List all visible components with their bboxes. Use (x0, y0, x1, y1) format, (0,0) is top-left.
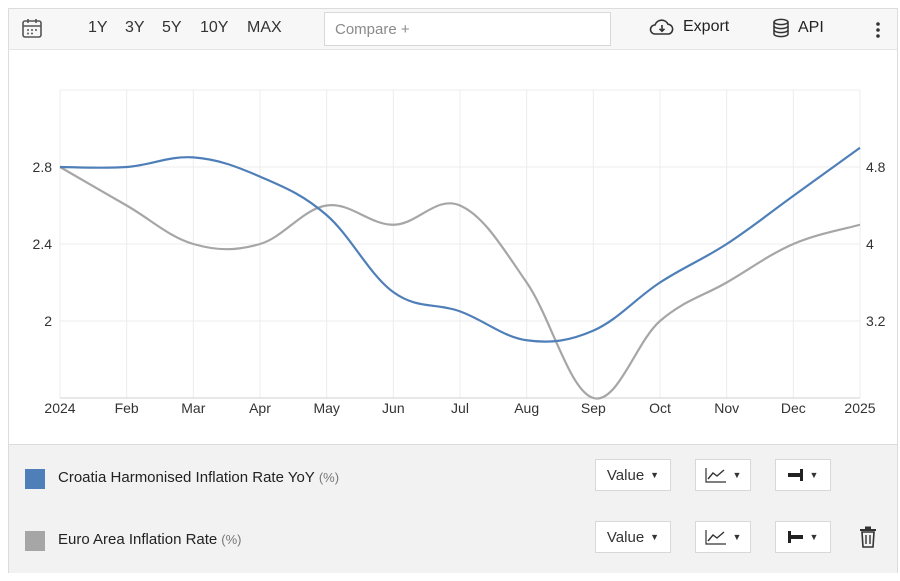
legend-panel: Croatia Harmonised Inflation Rate YoY (%)… (9, 444, 897, 573)
caret-down-icon: ▼ (650, 470, 660, 480)
x-tick-label: 2024 (44, 400, 75, 416)
axis-left-icon (787, 531, 803, 543)
legend-row-croatia: Croatia Harmonised Inflation Rate YoY (%)… (9, 458, 897, 498)
range-1y-button[interactable]: 1Y (88, 19, 108, 36)
caret-down-icon: ▼ (809, 470, 819, 480)
value-dropdown-label: Value (606, 466, 645, 484)
chart-type-dropdown[interactable]: ▼ (695, 459, 751, 491)
legend-row-euro-area: Euro Area Inflation Rate (%) Value ▼ ▼ ▼ (9, 520, 897, 560)
value-dropdown[interactable]: Value ▼ (595, 459, 671, 491)
axis-dropdown[interactable]: ▼ (775, 459, 831, 491)
axis-right-icon (787, 469, 803, 481)
database-icon (773, 18, 789, 38)
y-left-tick-label: 2 (44, 313, 52, 329)
compare-input[interactable] (324, 12, 611, 46)
trash-icon[interactable] (859, 526, 877, 548)
caret-down-icon: ▼ (650, 532, 660, 542)
series-unit: (%) (318, 470, 340, 485)
x-tick-label: 2025 (844, 400, 875, 416)
x-tick-label: Dec (781, 400, 806, 416)
y-right-tick-label: 4 (866, 236, 874, 252)
line-chart: 2024 Feb Mar Apr May Jun Jul Aug Sep Oct Nov Dec 202… (33, 89, 886, 416)
line-chart-icon (704, 530, 726, 545)
value-dropdown-label: Value (606, 528, 645, 546)
series-name-text: Euro Area Inflation Rate (58, 531, 218, 548)
chart-area: 2024 Feb Mar Apr May Jun Jul Aug Sep Oct Nov Dec 202… (9, 50, 897, 442)
api-button[interactable]: API (772, 18, 824, 38)
value-dropdown[interactable]: Value ▼ (595, 521, 671, 553)
calendar-icon[interactable] (21, 17, 43, 39)
series-name: Croatia Harmonised Inflation Rate YoY (%) (58, 469, 339, 486)
x-tick-label: Feb (115, 400, 139, 416)
more-options-icon[interactable] (872, 20, 884, 40)
caret-down-icon: ▼ (732, 470, 742, 480)
x-tick-label: Apr (249, 400, 271, 416)
y-left-tick-label: 2.4 (33, 236, 53, 252)
series-name: Euro Area Inflation Rate (%) (58, 531, 241, 548)
line-chart-icon (704, 468, 726, 483)
y-left-tick-label: 2.8 (33, 159, 53, 175)
y-right-tick-label: 3.2 (866, 313, 886, 329)
chart-type-dropdown[interactable]: ▼ (695, 521, 751, 553)
chart-toolbar: 1Y 3Y 5Y 10Y MAX Export API (8, 8, 898, 50)
x-tick-label: Mar (181, 400, 205, 416)
y-right-tick-label: 4.8 (866, 159, 886, 175)
range-5y-button[interactable]: 5Y (162, 19, 182, 36)
series-unit: (%) (221, 532, 242, 547)
cloud-download-icon (649, 19, 674, 35)
series-line-croatia (59, 146, 861, 343)
export-button[interactable]: Export (649, 18, 729, 36)
series-line-euro-area (59, 166, 861, 400)
range-10y-button[interactable]: 10Y (200, 19, 229, 36)
caret-down-icon: ▼ (809, 532, 819, 542)
series-color-swatch (25, 469, 45, 489)
axis-dropdown[interactable]: ▼ (775, 521, 831, 553)
series-name-text: Croatia Harmonised Inflation Rate YoY (58, 469, 315, 486)
x-tick-label: Jul (451, 400, 469, 416)
x-tick-label: Sep (581, 400, 606, 416)
x-tick-label: Aug (514, 400, 539, 416)
caret-down-icon: ▼ (732, 532, 742, 542)
x-tick-label: Nov (714, 400, 739, 416)
x-tick-label: May (313, 400, 339, 416)
x-tick-label: Oct (649, 400, 671, 416)
series-color-swatch (25, 531, 45, 551)
x-tick-label: Jun (382, 400, 405, 416)
export-label: Export (683, 18, 730, 35)
range-max-button[interactable]: MAX (247, 19, 282, 36)
api-label: API (798, 19, 824, 36)
range-3y-button[interactable]: 3Y (125, 19, 145, 36)
